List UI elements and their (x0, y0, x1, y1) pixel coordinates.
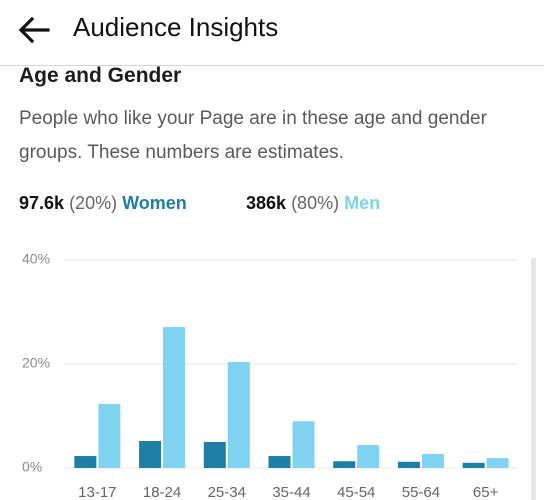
legend-label: Women (122, 193, 187, 213)
x-tick-label: 35-44 (272, 484, 310, 500)
x-tick-label: 55-64 (402, 484, 440, 500)
y-tick-label: 40% (22, 251, 50, 267)
bar (333, 461, 356, 468)
women-summary: 97.6k (20%) Women (19, 193, 187, 214)
bar (227, 361, 250, 468)
x-tick-label: 13-17 (78, 484, 116, 500)
bar (98, 404, 121, 468)
share: (80%) (291, 193, 340, 213)
x-tick-label: 65+ (473, 484, 499, 500)
x-tick-label: 18-24 (143, 484, 181, 500)
bar (421, 453, 444, 468)
y-tick-label: 0% (22, 459, 42, 475)
bar (203, 442, 226, 468)
back-button[interactable] (14, 10, 54, 50)
y-tick-label: 20% (22, 355, 50, 371)
x-tick-label: 45-54 (337, 484, 375, 500)
bar (486, 458, 509, 468)
count: 386k (246, 193, 287, 213)
section-title: Age and Gender (19, 64, 182, 87)
bar (163, 327, 186, 468)
bar (397, 461, 420, 468)
bar (139, 440, 162, 468)
men-summary: 386k (80%) Men (246, 193, 380, 214)
page-title: Audience Insights (73, 12, 279, 42)
scrollbar (531, 258, 536, 500)
bar (268, 456, 291, 468)
share: (20%) (69, 193, 118, 213)
legend-label: Men (344, 193, 381, 213)
bar (357, 445, 380, 468)
bar (292, 421, 315, 468)
bar (74, 456, 97, 468)
x-tick-label: 25-34 (208, 484, 246, 500)
description: People who like your Page are in these a… (19, 108, 487, 163)
top-bar: Audience Insights (0, 0, 544, 66)
count: 97.6k (19, 193, 65, 213)
bar (462, 462, 485, 468)
